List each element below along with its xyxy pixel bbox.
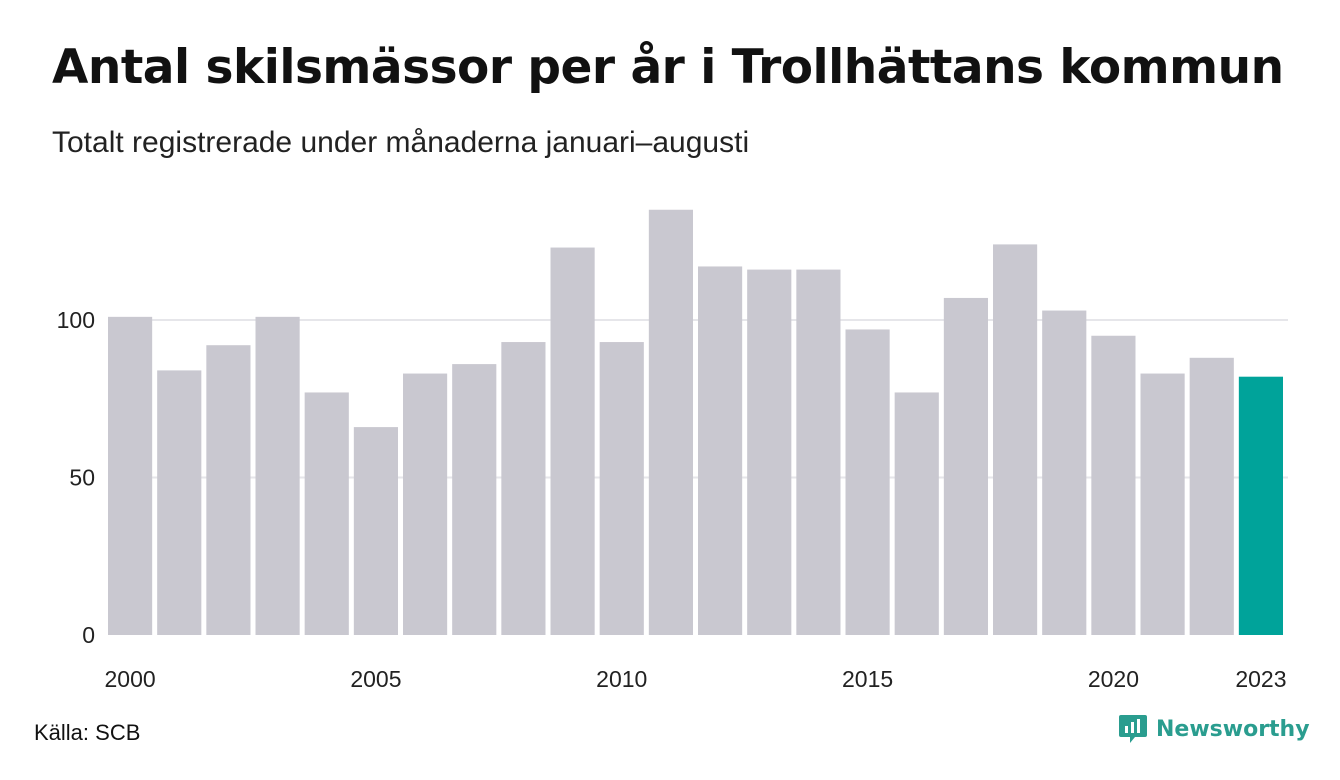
bar-2010 <box>599 342 644 635</box>
bars <box>108 209 1283 636</box>
bar-2009 <box>550 247 595 636</box>
bar-2005 <box>353 427 398 635</box>
bar-2008 <box>501 342 546 635</box>
y-axis-ticks: 0 50 100 <box>57 307 95 648</box>
bar-2004 <box>304 392 349 635</box>
bar-2023 <box>1238 376 1283 635</box>
x-tick-label: 2023 <box>1235 666 1286 692</box>
y-tick-label: 50 <box>69 465 95 491</box>
x-tick-label: 2010 <box>596 666 647 692</box>
bar-2007 <box>452 364 497 635</box>
brand-name: Newsworthy <box>1156 716 1310 742</box>
chart-title: Antal skilsmässor per år i Trollhättans … <box>52 40 1284 95</box>
bar-2018 <box>993 244 1038 635</box>
x-axis-ticks: 2000 2005 2010 2015 2020 2023 <box>104 666 1286 692</box>
x-tick-label: 2005 <box>350 666 401 692</box>
x-tick-label: 2015 <box>842 666 893 692</box>
bar-2001 <box>157 370 202 635</box>
bar-2020 <box>1091 335 1136 635</box>
bar-2021 <box>1140 373 1185 635</box>
bar-2006 <box>403 373 448 635</box>
source-note: Källa: SCB <box>34 720 141 745</box>
chart-subtitle: Totalt registrerade under månaderna janu… <box>52 126 750 159</box>
bar-2012 <box>698 266 743 635</box>
bar-2000 <box>108 316 153 635</box>
brand-logo[interactable]: Newsworthy <box>1118 713 1310 745</box>
bar-2022 <box>1189 357 1234 635</box>
y-tick-label: 100 <box>57 307 95 333</box>
newsworthy-logo-icon <box>1119 715 1147 743</box>
y-tick-label: 0 <box>82 622 95 648</box>
bar-2015 <box>845 329 890 635</box>
bar-2016 <box>894 392 939 635</box>
bar-2019 <box>1042 310 1087 635</box>
bar-2014 <box>796 269 841 635</box>
bar-2013 <box>747 269 792 635</box>
x-tick-label: 2000 <box>104 666 155 692</box>
x-tick-label: 2020 <box>1088 666 1139 692</box>
bar-2002 <box>206 345 251 635</box>
bar-2003 <box>255 316 300 635</box>
bar-2011 <box>648 209 693 635</box>
bar-2017 <box>943 297 988 635</box>
